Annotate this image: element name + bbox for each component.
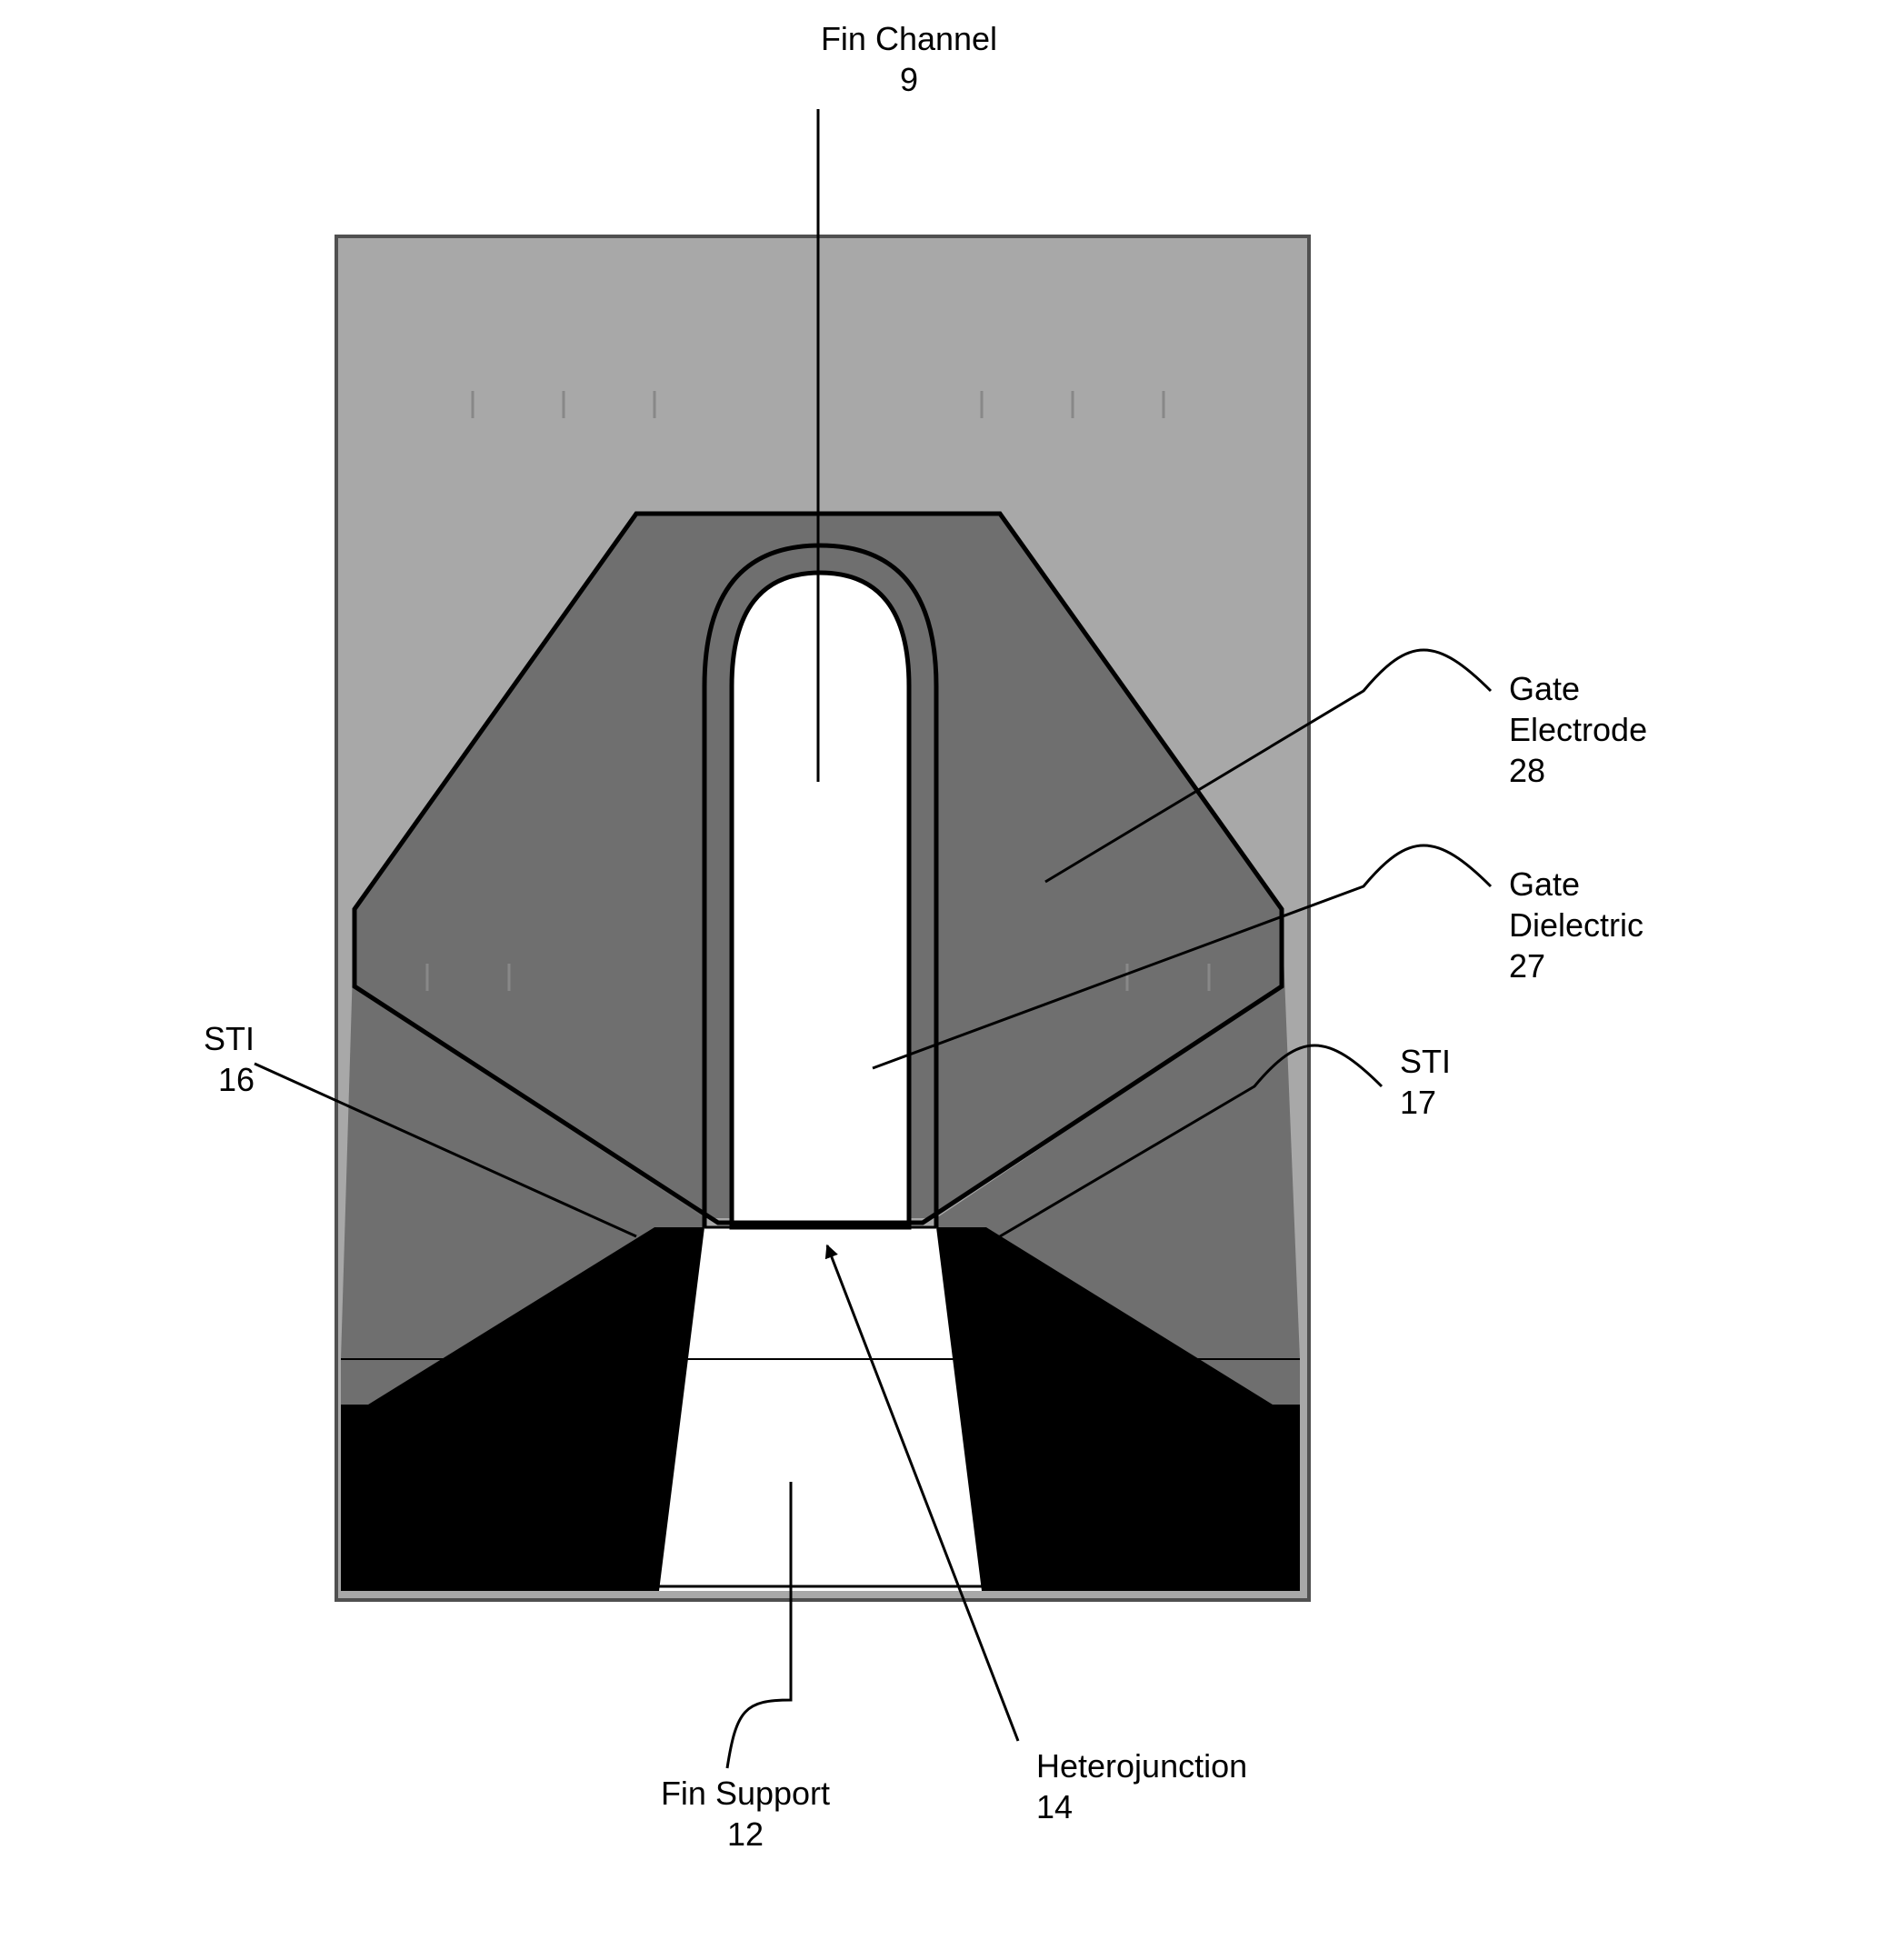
label-fin-channel: Fin Channel 9: [821, 20, 997, 98]
label-gate-electrode: Gate Electrode 28: [1509, 670, 1647, 789]
label-gate-dielectric: GateDielectric27: [1509, 865, 1643, 985]
label-heterojunction-line2: 14: [1036, 1788, 1073, 1825]
label-gate-dielectric-line1: Gate: [1509, 865, 1580, 903]
label-sti-left-line1: STI: [204, 1020, 255, 1057]
label-sti-left-line2: 16: [218, 1061, 255, 1098]
label-fin-channel-line2: 9: [900, 61, 918, 98]
label-gate-electrode-line3: 28: [1509, 752, 1545, 789]
label-heterojunction-line1: Heterojunction: [1036, 1747, 1247, 1785]
label-sti-right-line2: 17: [1400, 1084, 1436, 1121]
label-gate-electrode-line2: Electrode: [1509, 711, 1647, 748]
label-fin-support: Fin Support12: [661, 1775, 830, 1853]
label-fin-support-line1: Fin Support: [661, 1775, 830, 1812]
label-fin-support-line2: 12: [727, 1815, 764, 1853]
label-fin-channel-line1: Fin Channel: [821, 20, 997, 57]
label-sti-right-line1: STI: [1400, 1043, 1451, 1080]
label-sti-left: STI 16: [204, 1020, 255, 1098]
label-sti-right: STI 17: [1400, 1043, 1451, 1121]
fin-channel-region: [732, 573, 909, 1227]
fin-support-region: [659, 1227, 982, 1591]
label-gate-dielectric-line3: 27: [1509, 947, 1545, 985]
label-gate-electrode-line1: Gate: [1509, 670, 1580, 707]
label-gate-dielectric-line2: Dielectric: [1509, 906, 1643, 944]
label-heterojunction: Heterojunction14: [1036, 1747, 1247, 1825]
